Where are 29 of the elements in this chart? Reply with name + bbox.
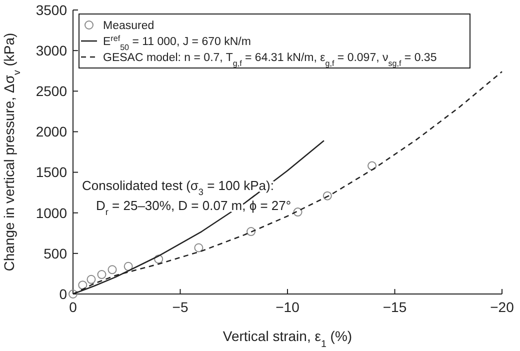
y-tick-label: 0	[59, 286, 68, 302]
x-axis-title: Vertical strain, ε$_{1}$ (%)	[222, 328, 352, 350]
y-tick-label: 2000	[36, 124, 68, 140]
legend-label: GESAC model: n = 0.7, T$_{g,f}$ = 64.31 kN/m, ε$_{g,f}$ = 0.097, ν$_{sg,f}$ = 0.35	[103, 52, 437, 68]
point	[68, 290, 78, 298]
y-tick-label: 500	[44, 245, 68, 262]
legend-label: Measured	[103, 20, 154, 32]
x-tick-label: −20	[490, 299, 514, 315]
point	[124, 262, 133, 271]
point	[154, 254, 164, 264]
legend-label: E$^{ref}$$_{50}$ = 11 000, J = 670 kN/m	[103, 34, 251, 52]
x-tick-label: −15	[382, 299, 407, 315]
point	[86, 274, 96, 284]
point	[246, 227, 256, 236]
point	[97, 270, 106, 280]
y-tick-label: 1000	[36, 204, 68, 221]
y-tick-label: 2500	[36, 83, 68, 100]
x-tick-label: −10	[276, 299, 300, 315]
point	[194, 243, 204, 252]
point	[78, 280, 88, 290]
x-tick-label: −5	[172, 299, 188, 315]
point	[293, 208, 302, 217]
y-tick-label: 1500	[36, 164, 68, 180]
point	[322, 191, 332, 200]
y-tick-label: 3500	[36, 2, 68, 18]
point	[108, 265, 117, 274]
point	[368, 161, 377, 170]
x-tick-label: 0	[69, 299, 78, 315]
y-tick-label: 3000	[36, 42, 68, 58]
